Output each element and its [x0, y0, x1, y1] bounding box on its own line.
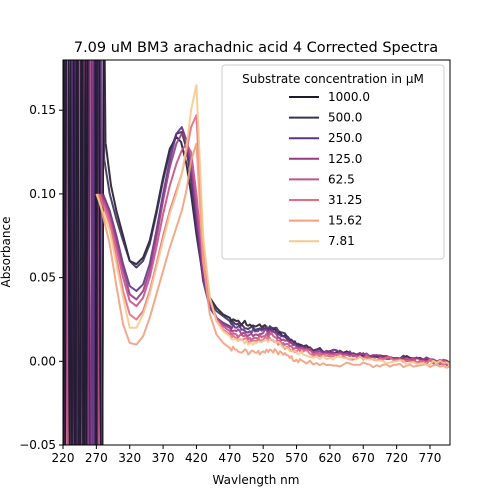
legend: Substrate concentration in µM 1000.0 500.…: [221, 64, 445, 260]
legend-label: 7.81: [328, 234, 355, 248]
legend-items: 1000.0 500.0 250.0 125.0 62.5 31.25 15.62 7.81: [289, 90, 370, 248]
x-tick-label: 520: [252, 451, 275, 465]
legend-title: Substrate concentration in µM: [242, 72, 424, 86]
axes-frame: [62, 59, 451, 446]
x-axis-label: Wavlength nm: [213, 473, 300, 487]
y-tick-label: 0.05: [29, 271, 56, 285]
x-tick-label: 620: [318, 451, 341, 465]
y-axis-label: Absorbance: [0, 217, 13, 288]
series-lines: [95, 84, 450, 369]
x-tick-label: 670: [352, 451, 375, 465]
x-axis-ticks: 220 270 320 370 420 470 520 570 620 670 720 770: [52, 445, 442, 465]
x-tick-label: 370: [152, 451, 175, 465]
legend-label: 125.0: [328, 152, 362, 166]
x-tick-label: 220: [52, 451, 75, 465]
x-tick-label: 320: [118, 451, 141, 465]
y-tick-label: −0.05: [19, 438, 56, 452]
legend-label: 15.62: [328, 214, 362, 228]
series-line-7.81: [95, 84, 450, 367]
series-layer: [63, 60, 450, 445]
legend-label: 31.25: [328, 193, 362, 207]
series-noise-1000.0: [63, 60, 107, 445]
plot-area: 220 270 320 370 420 470 520 570 620 670 720 770 −0.…: [19, 59, 451, 465]
uv-noise-layer: [63, 60, 107, 445]
legend-label: 1000.0: [328, 90, 370, 104]
y-tick-label: 0.00: [29, 354, 56, 368]
y-tick-label: 0.15: [29, 103, 56, 117]
x-tick-label: 570: [285, 451, 308, 465]
x-tick-label: 770: [419, 451, 442, 465]
series-line-15.62: [96, 142, 450, 369]
x-tick-label: 720: [385, 451, 408, 465]
legend-label: 62.5: [328, 172, 355, 186]
legend-label: 500.0: [328, 111, 362, 125]
y-axis-ticks: −0.05 0.00 0.05 0.10 0.15: [19, 103, 63, 452]
legend-label: 250.0: [328, 131, 362, 145]
chart-title: 7.09 uM BM3 arachadnic acid 4 Corrected …: [74, 40, 438, 56]
x-tick-label: 420: [185, 451, 208, 465]
legend-frame: [221, 64, 445, 260]
x-tick-label: 270: [85, 451, 108, 465]
y-tick-label: 0.10: [29, 187, 56, 201]
x-tick-label: 470: [218, 451, 241, 465]
